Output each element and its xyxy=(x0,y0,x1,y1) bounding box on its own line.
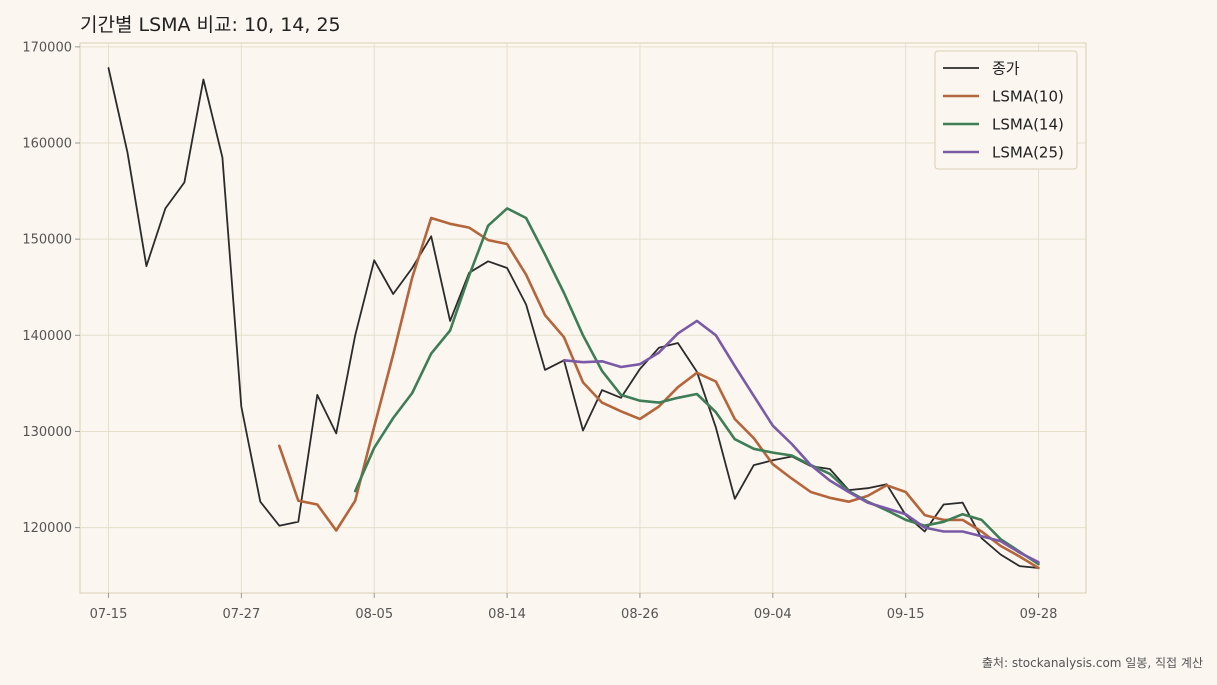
series-line-1 xyxy=(277,216,1040,570)
legend-label: LSMA(25) xyxy=(992,144,1064,162)
series-line-2 xyxy=(353,207,1040,566)
x-tick-label: 08-14 xyxy=(488,607,526,622)
x-tick-label: 07-27 xyxy=(222,607,260,622)
x-tick-label: 09-04 xyxy=(754,607,792,622)
legend-label: 종가 xyxy=(992,60,1020,78)
legend-box xyxy=(934,50,1078,170)
x-tick-label: 09-28 xyxy=(1020,607,1058,622)
y-tick-label: 130000 xyxy=(22,425,72,440)
series-line-0 xyxy=(107,67,1040,569)
chart-title: 기간별 LSMA 비교: 10, 14, 25 xyxy=(80,14,341,36)
y-tick-label: 150000 xyxy=(22,233,72,248)
series-line-3 xyxy=(562,319,1040,564)
y-tick-label: 120000 xyxy=(22,521,72,536)
x-tick-label: 08-05 xyxy=(355,607,393,622)
y-tick-label: 140000 xyxy=(22,329,72,344)
series-lines xyxy=(107,67,1040,570)
legend-label: LSMA(10) xyxy=(992,88,1064,106)
axes: 120000 130000 140000 150000 160000 170000 07-1… xyxy=(22,40,1057,622)
plot-area xyxy=(79,42,1087,594)
legend: 종가 LSMA(10) LSMA(14) LSMA(25) xyxy=(934,50,1078,170)
x-tick-label: 09-15 xyxy=(887,607,925,622)
x-tick-label: 07-15 xyxy=(90,607,128,622)
y-tick-label: 170000 xyxy=(22,40,72,55)
x-tick-label: 08-26 xyxy=(621,607,659,622)
source-note: 출처: stockanalysis.com 일봉, 직접 계산 xyxy=(982,656,1203,670)
legend-label: LSMA(14) xyxy=(992,116,1064,134)
y-tick-label: 160000 xyxy=(22,137,72,152)
